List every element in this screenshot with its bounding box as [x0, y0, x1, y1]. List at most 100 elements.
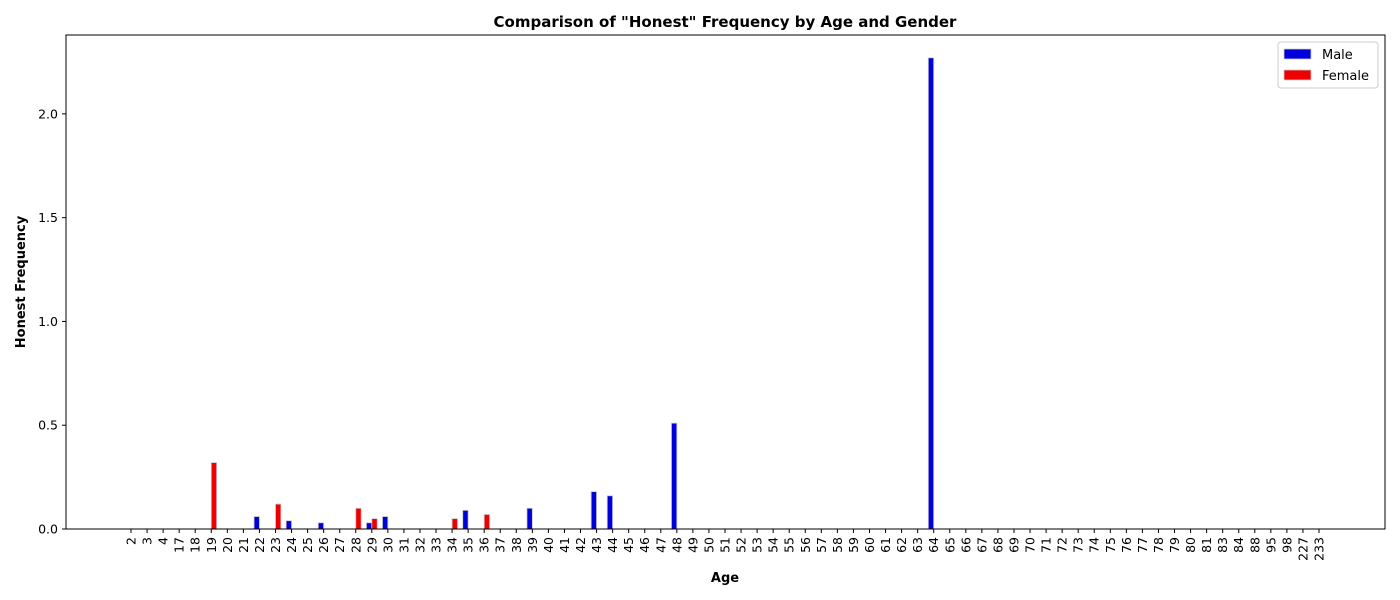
- x-tick-label: 21: [236, 537, 251, 553]
- legend-label-male: Male: [1322, 48, 1353, 63]
- bar-female-19: [210, 462, 218, 530]
- x-tick-label: 23: [268, 537, 283, 553]
- x-tick-label: 88: [1247, 537, 1262, 553]
- bar-female-34: [451, 518, 458, 530]
- x-tick-label: 75: [1103, 537, 1118, 553]
- x-tick-label: 4: [156, 537, 171, 545]
- x-tick-label: 76: [1119, 537, 1134, 553]
- x-tick-label: 50: [701, 537, 716, 553]
- x-tick-label: 24: [284, 537, 299, 553]
- x-tick-label: 35: [461, 537, 476, 553]
- x-tick-label: 69: [1006, 537, 1021, 553]
- bar-male-24: [285, 520, 292, 530]
- x-tick-label: 28: [348, 537, 363, 553]
- x-tick-label: 53: [750, 537, 765, 553]
- bar-female-28: [355, 507, 362, 530]
- x-tick-label: 3: [140, 537, 155, 545]
- x-tick-label: 44: [605, 537, 620, 553]
- x-tick-label: 64: [926, 537, 941, 553]
- x-tick-label: 32: [412, 537, 427, 553]
- x-tick-label: 31: [396, 537, 411, 553]
- bar-male-35: [462, 509, 469, 530]
- x-tick-label: 33: [429, 537, 444, 553]
- bar-male-26: [317, 522, 325, 530]
- x-tick-label: 233: [1312, 537, 1327, 561]
- chart-title: Comparison of "Honest" Frequency by Age …: [494, 13, 958, 31]
- x-tick-label: 25: [300, 537, 315, 553]
- x-tick-label: 57: [814, 537, 829, 553]
- bar-female-23: [275, 503, 282, 530]
- y-axis-label: Honest Frequency: [14, 215, 29, 348]
- x-tick-label: 36: [477, 537, 492, 553]
- x-tick-label: 78: [1151, 537, 1166, 553]
- legend: Male Female: [1277, 41, 1379, 89]
- x-tick-label: 20: [220, 537, 235, 553]
- legend-label-female: Female: [1322, 69, 1369, 84]
- x-tick-label: 84: [1231, 537, 1246, 553]
- x-tick-label: 73: [1071, 537, 1086, 553]
- x-tick-label: 19: [204, 537, 219, 553]
- x-tick-label: 72: [1055, 537, 1070, 553]
- bar-male-29: [366, 522, 373, 530]
- x-tick-label: 2: [124, 537, 139, 545]
- x-tick-label: 22: [252, 537, 267, 553]
- x-tick-label: 59: [846, 537, 861, 553]
- y-tick-label: 1.0: [38, 314, 58, 329]
- x-tick-label: 37: [493, 537, 508, 553]
- bar-female-29: [371, 518, 378, 530]
- x-tick-label: 48: [669, 537, 684, 553]
- x-tick-label: 58: [830, 537, 845, 553]
- x-tick-label: 55: [782, 537, 797, 553]
- x-tick-label: 30: [380, 537, 395, 553]
- x-tick-label: 18: [188, 537, 203, 553]
- x-tick-label: 17: [172, 537, 187, 553]
- bar-female-36: [483, 514, 490, 530]
- bar-male-43: [590, 491, 597, 530]
- y-axis-ticks: 0.0 0.5 1.0 1.5 2.0: [38, 106, 66, 537]
- x-tick-label: 46: [637, 537, 652, 553]
- x-tick-label: 56: [798, 537, 813, 553]
- x-tick-label: 43: [589, 537, 604, 553]
- x-tick-label: 83: [1215, 537, 1230, 553]
- bar-male-22: [253, 516, 260, 530]
- bar-male-39: [526, 507, 533, 530]
- x-tick-label: 80: [1183, 537, 1198, 553]
- x-tick-label: 49: [685, 537, 700, 553]
- x-tick-label: 68: [990, 537, 1005, 553]
- x-tick-label: 51: [718, 537, 733, 553]
- x-tick-label: 61: [878, 537, 893, 553]
- x-tick-label: 71: [1039, 537, 1054, 553]
- legend-swatch-male: [1283, 48, 1312, 60]
- plot-frame: [65, 34, 1386, 530]
- bars-group: [210, 57, 935, 530]
- x-tick-label: 40: [541, 537, 556, 553]
- x-tick-label: 60: [862, 537, 877, 553]
- x-tick-label: 54: [766, 537, 781, 553]
- x-tick-label: 45: [621, 537, 636, 553]
- legend-swatch-female: [1283, 69, 1312, 81]
- y-tick-label: 0.5: [38, 418, 58, 433]
- x-tick-label: 67: [974, 537, 989, 553]
- bar-male-64: [927, 57, 935, 530]
- x-tick-label: 63: [910, 537, 925, 553]
- x-tick-label: 227: [1295, 537, 1310, 561]
- x-tick-label: 47: [653, 537, 668, 553]
- x-tick-label: 52: [734, 537, 749, 553]
- x-tick-label: 41: [557, 537, 572, 553]
- x-tick-label: 39: [525, 537, 540, 553]
- y-tick-label: 2.0: [38, 106, 58, 121]
- y-tick-label: 0.0: [38, 522, 58, 537]
- bar-male-30: [382, 516, 389, 530]
- x-axis-ticks: 2 3 4 17 18 19 20 21 22 23 24 25 26 27 28 29 30 31 32 33 34 3…: [124, 529, 1327, 561]
- x-tick-label: 66: [958, 537, 973, 553]
- x-axis-label: Age: [711, 571, 739, 586]
- x-tick-label: 95: [1263, 537, 1278, 553]
- x-tick-label: 77: [1135, 537, 1150, 553]
- x-tick-label: 38: [509, 537, 524, 553]
- x-tick-label: 29: [364, 537, 379, 553]
- x-tick-label: 70: [1023, 537, 1038, 553]
- x-tick-label: 74: [1087, 537, 1102, 553]
- x-tick-label: 65: [942, 537, 957, 553]
